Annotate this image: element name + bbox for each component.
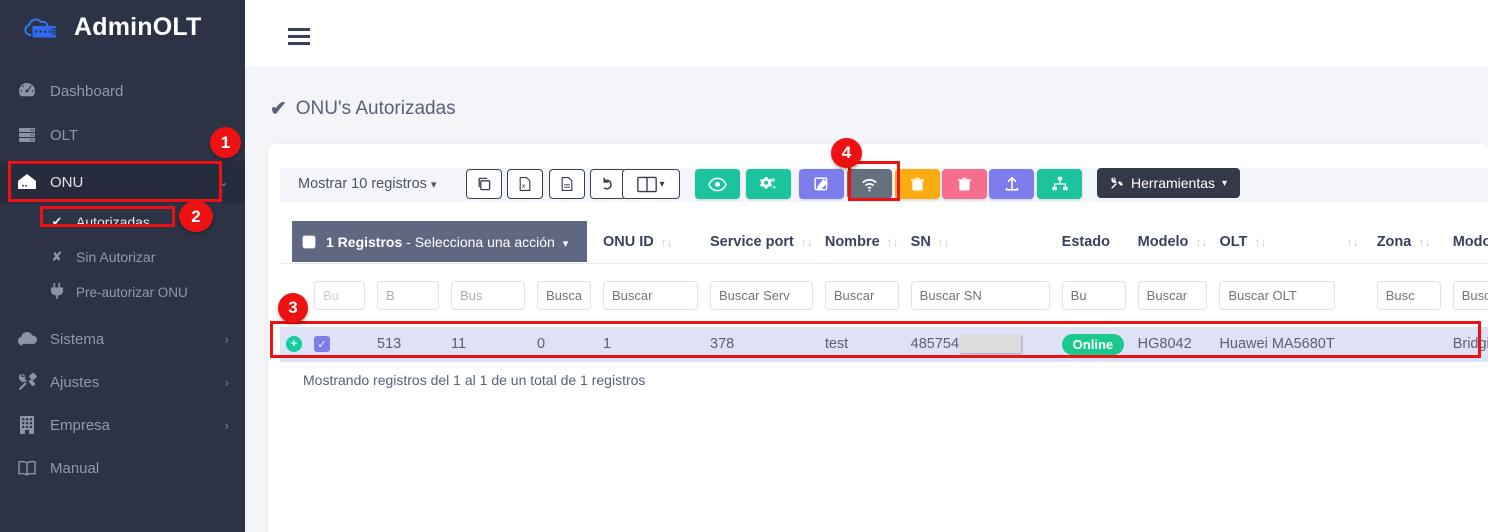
svg-text:x: x — [522, 184, 526, 190]
